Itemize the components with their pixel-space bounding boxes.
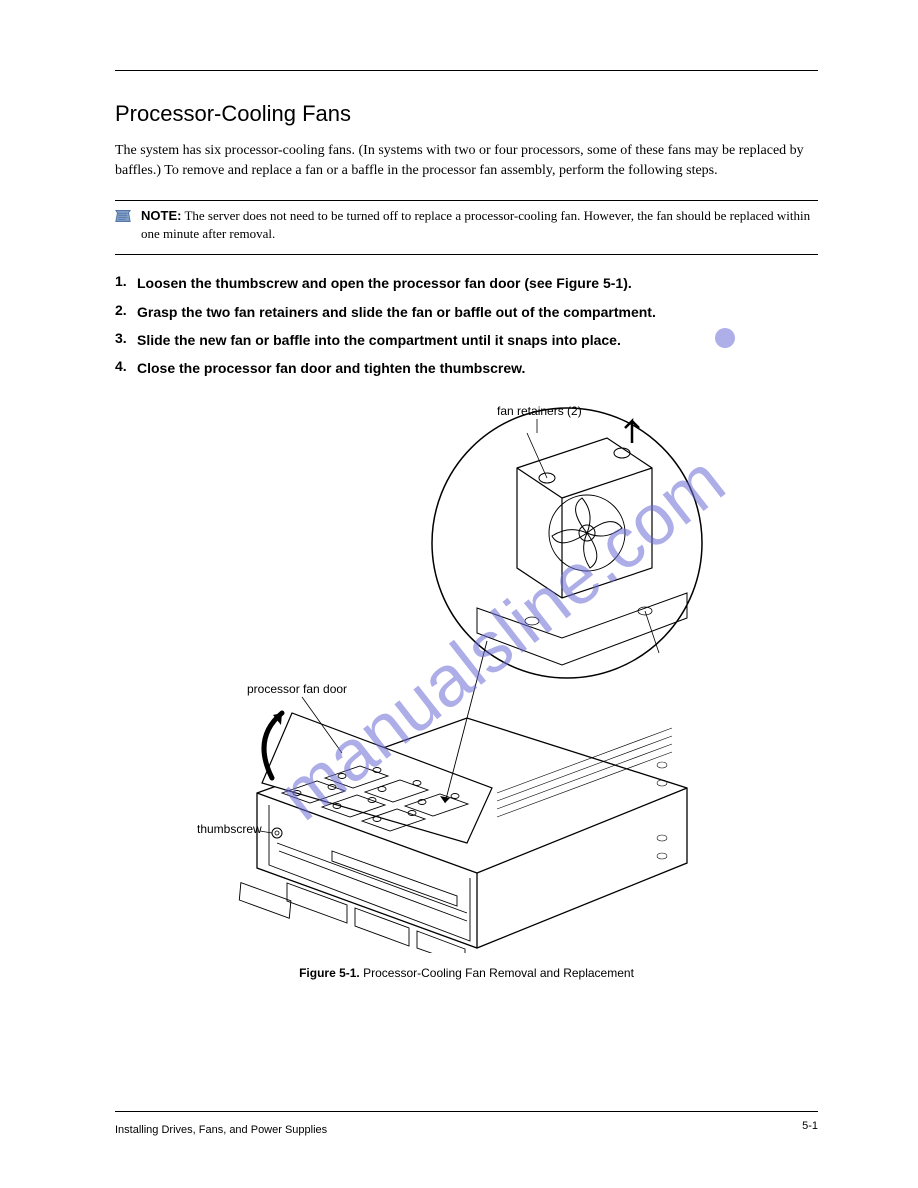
callout-fan-retainers: fan retainers (2) [497, 404, 582, 418]
step-text: Grasp the two fan retainers and slide th… [137, 302, 656, 322]
step-number: 2. [115, 302, 137, 318]
note-icon [115, 209, 131, 223]
callout-fan-door: processor fan door [247, 682, 347, 696]
note-text: NOTE: The server does not need to be tur… [141, 207, 818, 245]
step-item: 3. Slide the new fan or baffle into the … [115, 330, 818, 350]
step-number: 3. [115, 330, 137, 346]
detail-circle [432, 408, 702, 678]
footer-right: 5-1 [802, 1120, 818, 1132]
step-number: 4. [115, 358, 137, 374]
callout-thumbscrew: thumbscrew [197, 822, 262, 836]
figure-container: fan retainers (2) [115, 393, 818, 980]
step-item: 4. Close the processor fan door and tigh… [115, 358, 818, 378]
step-text: Slide the new fan or baffle into the com… [137, 330, 621, 350]
section-title: Processor-Cooling Fans [115, 101, 818, 127]
figure-caption-label: Figure 5-1. [299, 966, 360, 980]
note-rule-top [115, 200, 818, 201]
top-rule [115, 70, 818, 71]
note-label: NOTE: [141, 208, 181, 223]
step-text: Loosen the thumbscrew and open the proce… [137, 273, 632, 293]
footer-rule [115, 1111, 818, 1112]
note-rule-bottom [115, 254, 818, 255]
figure-caption: Figure 5-1. Processor-Cooling Fan Remova… [115, 966, 818, 980]
footer-left: Installing Drives, Fans, and Power Suppl… [115, 1124, 327, 1136]
note-block: NOTE: The server does not need to be tur… [115, 207, 818, 245]
step-number: 1. [115, 273, 137, 289]
step-text: Close the processor fan door and tighten… [137, 358, 525, 378]
step-item: 2. Grasp the two fan retainers and slide… [115, 302, 818, 322]
chassis-drawing [239, 713, 687, 953]
page-footer: Installing Drives, Fans, and Power Suppl… [115, 1111, 818, 1138]
step-item: 1. Loosen the thumbscrew and open the pr… [115, 273, 818, 293]
steps-list: 1. Loosen the thumbscrew and open the pr… [115, 273, 818, 378]
figure-caption-text: Processor-Cooling Fan Removal and Replac… [363, 966, 634, 980]
technical-illustration: fan retainers (2) [187, 393, 747, 953]
note-body: The server does not need to be turned of… [141, 208, 810, 242]
intro-paragraph: The system has six processor-cooling fan… [115, 141, 818, 182]
